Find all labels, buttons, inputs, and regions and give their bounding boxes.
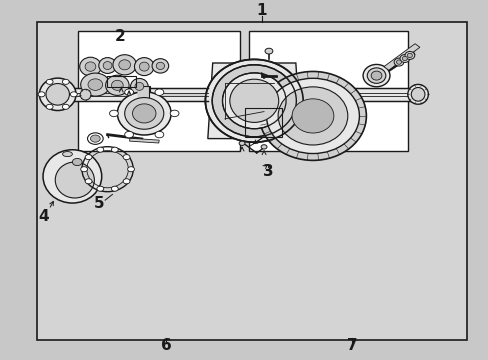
Ellipse shape	[156, 62, 164, 69]
Circle shape	[97, 147, 103, 152]
Circle shape	[72, 158, 82, 166]
Circle shape	[97, 186, 103, 191]
Circle shape	[62, 79, 69, 84]
Circle shape	[261, 145, 266, 149]
Ellipse shape	[117, 92, 171, 135]
Ellipse shape	[113, 55, 136, 75]
Ellipse shape	[229, 79, 278, 122]
Circle shape	[70, 92, 77, 97]
Circle shape	[87, 133, 103, 144]
Circle shape	[111, 147, 118, 152]
Ellipse shape	[119, 60, 130, 70]
Ellipse shape	[362, 64, 389, 87]
Ellipse shape	[103, 62, 112, 69]
Ellipse shape	[105, 75, 129, 95]
Bar	[136, 86, 149, 103]
Text: 1: 1	[256, 3, 266, 18]
Text: 3: 3	[262, 163, 273, 179]
Text: 2: 2	[114, 28, 125, 44]
Circle shape	[124, 89, 133, 95]
Text: 4: 4	[39, 208, 49, 224]
Ellipse shape	[43, 150, 102, 203]
Text: 7: 7	[346, 338, 357, 353]
Bar	[334, 86, 348, 103]
Ellipse shape	[80, 89, 91, 100]
Polygon shape	[207, 63, 300, 139]
Circle shape	[46, 104, 53, 109]
Ellipse shape	[259, 72, 366, 161]
Bar	[37, 22, 466, 340]
Ellipse shape	[278, 87, 347, 145]
Circle shape	[239, 141, 244, 145]
Circle shape	[155, 89, 163, 95]
Circle shape	[109, 110, 118, 117]
Ellipse shape	[404, 51, 414, 59]
Ellipse shape	[46, 84, 69, 105]
Ellipse shape	[370, 71, 381, 80]
Circle shape	[46, 79, 53, 84]
Bar	[383, 44, 419, 70]
Polygon shape	[137, 86, 149, 103]
Circle shape	[62, 104, 69, 109]
Ellipse shape	[399, 55, 409, 63]
Circle shape	[127, 167, 134, 172]
Bar	[66, 93, 207, 96]
Circle shape	[124, 131, 133, 138]
Ellipse shape	[291, 99, 333, 133]
Circle shape	[123, 179, 130, 184]
Ellipse shape	[111, 80, 123, 90]
Circle shape	[264, 48, 272, 54]
Circle shape	[170, 110, 179, 117]
Ellipse shape	[212, 65, 296, 137]
Circle shape	[123, 154, 130, 159]
Bar	[56, 88, 207, 101]
Ellipse shape	[99, 58, 116, 73]
Ellipse shape	[407, 53, 411, 58]
Circle shape	[85, 179, 92, 184]
Ellipse shape	[132, 104, 156, 123]
Circle shape	[90, 135, 100, 142]
Ellipse shape	[139, 62, 149, 71]
Ellipse shape	[152, 59, 168, 73]
Ellipse shape	[407, 85, 427, 104]
Ellipse shape	[124, 98, 163, 129]
Circle shape	[81, 167, 87, 172]
Bar	[245, 108, 282, 137]
Ellipse shape	[62, 152, 72, 157]
Bar	[106, 76, 136, 87]
Ellipse shape	[366, 68, 385, 84]
Ellipse shape	[130, 78, 148, 94]
Bar	[129, 138, 159, 143]
Ellipse shape	[88, 79, 102, 90]
Ellipse shape	[55, 162, 94, 198]
Ellipse shape	[134, 58, 154, 76]
Circle shape	[155, 131, 163, 138]
Ellipse shape	[135, 82, 143, 90]
Bar	[300, 88, 410, 101]
Ellipse shape	[81, 73, 110, 96]
Text: 5: 5	[94, 196, 104, 211]
Circle shape	[111, 186, 118, 191]
Circle shape	[38, 92, 45, 97]
Ellipse shape	[80, 57, 101, 76]
Ellipse shape	[39, 78, 76, 111]
Ellipse shape	[396, 60, 401, 64]
Ellipse shape	[402, 57, 407, 61]
Text: 6: 6	[161, 338, 171, 353]
Ellipse shape	[205, 59, 303, 142]
Ellipse shape	[85, 62, 96, 71]
Circle shape	[85, 154, 92, 159]
Ellipse shape	[222, 73, 285, 129]
Ellipse shape	[393, 58, 403, 66]
Ellipse shape	[266, 78, 359, 153]
Bar	[78, 31, 239, 151]
Bar	[249, 31, 407, 151]
Ellipse shape	[410, 87, 424, 101]
